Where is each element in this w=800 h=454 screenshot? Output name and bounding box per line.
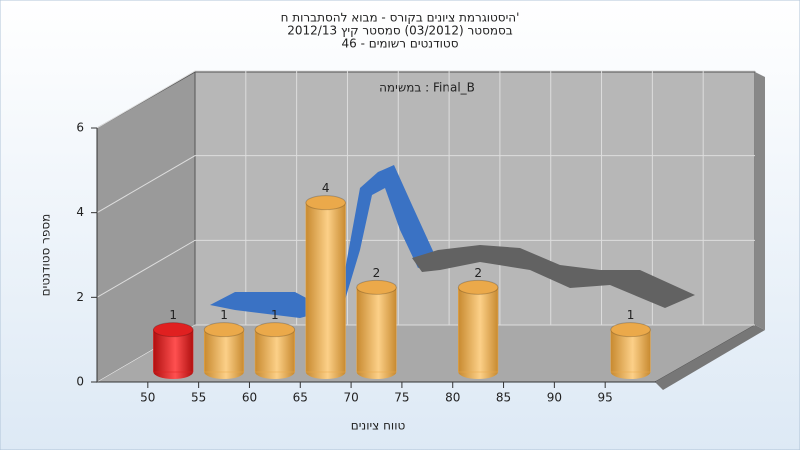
bar-top (305, 195, 347, 211)
x-tick-label: 80 (445, 391, 460, 405)
x-tick-label: 60 (242, 391, 257, 405)
data-label: 1 (220, 308, 228, 322)
curve-ribbon (210, 165, 438, 318)
data-label: 1 (169, 308, 177, 322)
y-tick-label: 2 (76, 290, 84, 304)
bar-top (203, 322, 245, 338)
y-tick-label: 0 (76, 375, 84, 389)
data-label: 2 (474, 266, 482, 280)
bar-top (356, 279, 397, 295)
data-label: 2 (373, 266, 381, 280)
x-tick-label: 55 (191, 391, 206, 405)
grid-line (96, 155, 755, 214)
data-label: 1 (627, 308, 635, 322)
bar-top (152, 322, 194, 338)
bar (203, 329, 245, 373)
wall-edge (755, 72, 765, 330)
x-tick-label: 95 (598, 391, 613, 405)
data-label: 1 (271, 308, 279, 322)
grid-line (96, 239, 755, 298)
y-tick-label: 6 (76, 121, 84, 135)
curve-ribbon (412, 245, 695, 308)
x-axis-label: טווח ציונים (351, 419, 406, 433)
bar (458, 287, 499, 373)
annotation: במשימה : Final_B (379, 81, 475, 95)
floor (95, 324, 757, 383)
floor-edge (655, 325, 765, 390)
y-axis-label: מספר סטודנטים (39, 214, 53, 297)
bar (356, 287, 397, 373)
y-tick-label: 4 (76, 205, 84, 219)
x-tick-label: 75 (394, 391, 409, 405)
x-tick-label: 85 (496, 391, 511, 405)
data-label: 4 (322, 181, 330, 195)
bar (153, 329, 194, 373)
chart-subtitle: סטודנטים רשומים - 46 (341, 37, 458, 51)
grid-line (96, 70, 755, 129)
grid-line (96, 324, 755, 383)
bar-top (457, 279, 499, 295)
bar (610, 329, 651, 373)
x-tick-label: 90 (547, 391, 562, 405)
x-tick-label: 50 (140, 391, 155, 405)
bar-top (610, 322, 651, 338)
x-tick-label: 65 (293, 391, 308, 405)
bar-top (254, 322, 296, 338)
chart-title: היסטוגרמת ציונים בקורס - מבוא להסתברות ח… (281, 11, 520, 25)
chart-subtitle: בסמסטר (03/2012) סמסטר קיץ 2012/13 (287, 24, 513, 38)
x-tick-label: 70 (343, 391, 358, 405)
bar (254, 329, 295, 373)
bar (305, 202, 346, 373)
